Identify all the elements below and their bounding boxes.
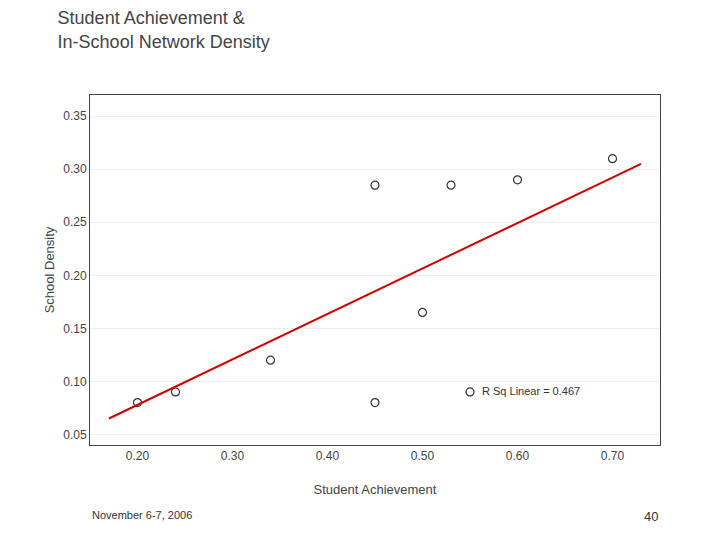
svg-text:Student Achievement &In-School: Student Achievement &In-School Network D… — [58, 8, 270, 51]
svg-text:0.50: 0.50 — [411, 449, 435, 463]
svg-text:0.30: 0.30 — [63, 162, 87, 176]
svg-text:0.35: 0.35 — [63, 109, 87, 123]
svg-text:November 6-7, 2006: November 6-7, 2006 — [92, 509, 192, 521]
svg-text:0.05: 0.05 — [63, 428, 87, 442]
svg-text:0.25: 0.25 — [63, 215, 87, 229]
svg-text:0.10: 0.10 — [63, 375, 87, 389]
svg-text:0.30: 0.30 — [221, 449, 245, 463]
svg-text:0.20: 0.20 — [126, 449, 150, 463]
svg-text:0.60: 0.60 — [506, 449, 530, 463]
svg-text:Student Achievement: Student Achievement — [314, 482, 437, 497]
svg-text:School Density: School Density — [42, 226, 57, 313]
svg-text:40: 40 — [644, 509, 658, 524]
svg-text:0.70: 0.70 — [601, 449, 625, 463]
svg-text:R Sq Linear = 0.467: R Sq Linear = 0.467 — [482, 385, 580, 397]
svg-text:0.15: 0.15 — [63, 322, 87, 336]
svg-text:0.40: 0.40 — [316, 449, 340, 463]
svg-text:0.20: 0.20 — [63, 269, 87, 283]
